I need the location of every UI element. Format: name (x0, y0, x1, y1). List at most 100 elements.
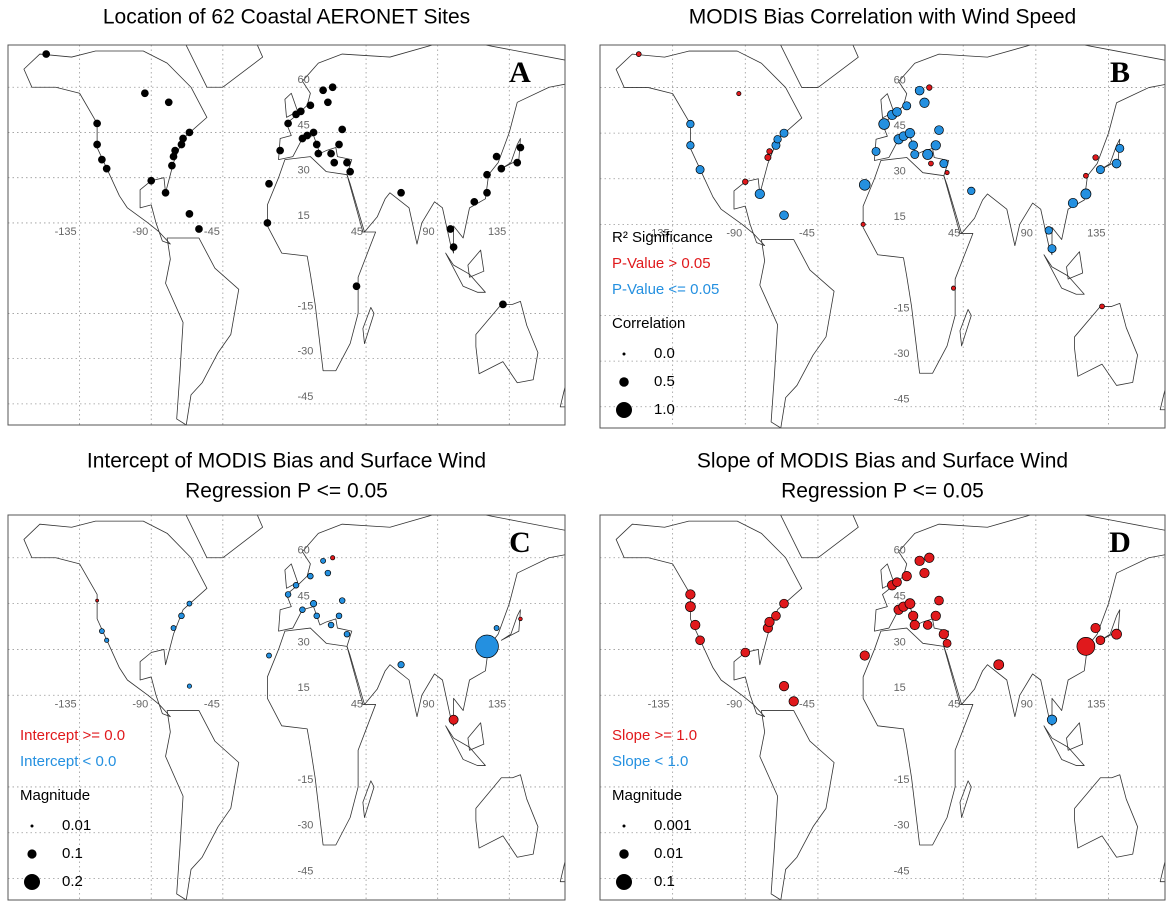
site-marker (904, 598, 916, 609)
site-marker (284, 119, 292, 128)
site-marker (930, 610, 941, 621)
site-marker (95, 598, 99, 603)
site-marker (568, 388, 575, 395)
lat-tick-label: 45 (297, 591, 309, 603)
lat-tick-label: -45 (894, 394, 910, 406)
lon-tick-label: 135 (488, 698, 506, 710)
map-frame (7, 44, 566, 426)
site-marker (908, 140, 918, 151)
site-marker (299, 606, 306, 613)
site-marker (695, 635, 705, 646)
site-marker (195, 225, 203, 233)
site-marker (483, 170, 491, 179)
size-legend-label: 0.5 (654, 373, 675, 390)
site-marker (397, 661, 405, 669)
site-marker (98, 155, 106, 164)
lat-tick-label: 30 (297, 636, 309, 648)
site-marker (1095, 165, 1105, 175)
lat-tick-label: 15 (894, 682, 906, 694)
site-marker (919, 567, 930, 579)
map-content: -135 -90 -45 45 90 135 60 45 30 15 -15 -30 -45 (8, 45, 575, 425)
lat-tick-label: 30 (894, 166, 906, 178)
site-marker (276, 146, 284, 155)
site-marker (327, 149, 335, 158)
site-marker (1067, 197, 1079, 209)
lat-tick-label: 60 (894, 545, 906, 557)
site-marker (513, 158, 522, 167)
map-content: -135 -90 -45 45 90 135 60 45 30 15 -15 -30 -45 (600, 515, 1165, 900)
site-marker (330, 555, 336, 561)
site-marker (942, 638, 952, 648)
panel-subtitle: Regression P <= 0.05 (185, 480, 388, 503)
size-legend-marker (616, 874, 632, 890)
site-marker (860, 221, 866, 227)
panel-title: Intercept of MODIS Bias and Surface Wind (87, 450, 486, 473)
site-marker (328, 83, 337, 92)
site-marker (754, 188, 765, 200)
lon-tick-label: -90 (726, 698, 742, 710)
map-frame-bg (600, 515, 1165, 900)
lon-tick-label: -90 (726, 227, 742, 239)
site-marker (951, 285, 957, 291)
site-marker (773, 135, 782, 144)
lat-tick-label: 60 (297, 74, 309, 86)
site-marker (104, 637, 110, 643)
site-marker (914, 555, 925, 566)
site-marker (499, 300, 507, 309)
map-content: -135 -90 -45 45 90 135 60 45 30 15 -15 -30 -45 (600, 45, 1171, 428)
lat-tick-label: -30 (894, 348, 910, 360)
lat-tick-label: -45 (297, 866, 313, 878)
site-marker (1167, 390, 1171, 400)
site-marker (967, 186, 976, 196)
site-marker (1047, 244, 1057, 254)
lat-tick-label: -15 (297, 300, 313, 312)
lat-tick-label: -15 (894, 774, 910, 786)
size-legend-label: 0.001 (654, 817, 692, 834)
site-marker (878, 118, 890, 130)
lat-tick-label: 45 (297, 119, 309, 131)
lat-tick-label: 30 (297, 165, 309, 177)
lon-tick-label: 90 (1021, 698, 1033, 710)
site-marker (313, 612, 320, 620)
site-marker (470, 197, 479, 206)
site-marker (690, 619, 701, 631)
site-marker (1095, 635, 1106, 646)
site-marker (338, 125, 347, 134)
map-frame (599, 514, 1166, 901)
site-marker (335, 612, 343, 620)
site-marker (99, 628, 105, 634)
size-legend-title: Correlation (612, 315, 685, 332)
lon-tick-label: 135 (488, 226, 506, 238)
panel-title: MODIS Bias Correlation with Wind Speed (689, 6, 1077, 29)
site-marker (904, 128, 916, 139)
lon-tick-label: -135 (648, 227, 670, 239)
map-panel: Intercept of MODIS Bias and Surface Wind… (7, 450, 566, 901)
site-marker (922, 620, 933, 630)
site-marker (185, 128, 194, 137)
lon-tick-label: -135 (648, 698, 670, 710)
map-panel: Slope of MODIS Bias and Surface Wind Regr… (599, 450, 1166, 901)
site-marker (171, 146, 179, 155)
site-marker (263, 219, 272, 227)
panel-title: Location of 62 Coastal AERONET Sites (103, 6, 470, 29)
map-panel: Location of 62 Coastal AERONET Sites -135… (7, 6, 575, 426)
size-legend-marker (616, 402, 632, 418)
legend-entry: Slope >= 1.0 (612, 727, 697, 744)
site-marker (944, 170, 950, 176)
site-marker (483, 188, 491, 197)
site-marker (908, 610, 919, 621)
lon-tick-label: 45 (948, 698, 960, 710)
size-legend-label: 0.1 (62, 845, 83, 862)
site-marker (892, 107, 902, 117)
panel-subtitle: Regression P <= 0.05 (781, 480, 984, 503)
map-frame-bg (600, 45, 1165, 428)
site-marker (685, 589, 696, 600)
site-marker (914, 85, 925, 96)
site-marker (497, 164, 506, 173)
legend-entry: Intercept < 0.0 (20, 753, 116, 770)
size-legend-marker (622, 824, 626, 828)
site-marker (924, 552, 935, 563)
lon-tick-label: 45 (351, 226, 363, 238)
